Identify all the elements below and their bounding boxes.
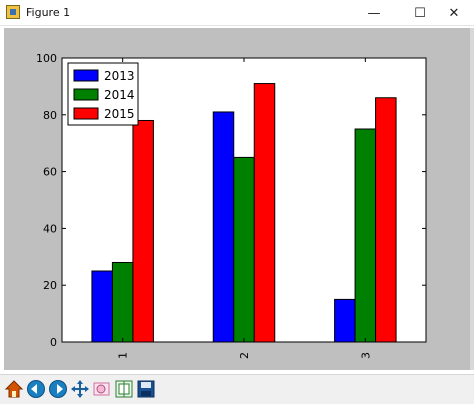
forward-button[interactable] bbox=[48, 379, 68, 399]
pan-button[interactable] bbox=[70, 379, 90, 399]
maximize-button[interactable]: ☐ bbox=[414, 5, 426, 21]
bar-2013-3 bbox=[334, 298, 356, 343]
navigation-toolbar bbox=[0, 374, 474, 404]
bar-2014-3 bbox=[354, 128, 377, 343]
home-icon bbox=[4, 380, 24, 398]
zoom-icon bbox=[93, 382, 110, 396]
subplots-icon bbox=[115, 380, 133, 398]
home-button[interactable] bbox=[4, 379, 24, 399]
zoom-button[interactable] bbox=[92, 379, 112, 399]
bar-2015-3 bbox=[375, 97, 397, 343]
xtick-label-3: 3 bbox=[359, 352, 372, 359]
bar-2013-1 bbox=[91, 270, 113, 343]
legend-swatch-2014 bbox=[73, 88, 99, 101]
subplots-button[interactable] bbox=[114, 379, 134, 399]
bar-2015-2 bbox=[253, 83, 276, 343]
window-title: Figure 1 bbox=[26, 6, 71, 19]
window-edge bbox=[470, 28, 474, 370]
ytick-label-0: 0 bbox=[50, 336, 57, 349]
figure-canvas: 0 20 40 60 80 100 1 2 3 2013 2014 2015 bbox=[4, 28, 470, 370]
legend-swatch-2015 bbox=[73, 107, 99, 120]
xtick-label-1: 1 bbox=[117, 352, 130, 359]
figure-app-icon bbox=[6, 5, 20, 19]
bar-2014-2 bbox=[233, 156, 255, 343]
bar-2015-1 bbox=[132, 119, 154, 343]
minimize-button[interactable]: — bbox=[367, 5, 381, 21]
bar-chart: 0 20 40 60 80 100 1 2 3 2013 2014 2015 bbox=[36, 52, 427, 359]
legend-label-2014: 2014 bbox=[104, 88, 135, 102]
back-icon bbox=[27, 380, 45, 398]
ytick-label-100: 100 bbox=[36, 52, 57, 65]
close-button[interactable]: ✕ bbox=[448, 5, 460, 21]
ytick-label-20: 20 bbox=[43, 279, 57, 292]
forward-icon bbox=[49, 380, 67, 398]
save-button[interactable] bbox=[136, 379, 156, 399]
ytick-label-40: 40 bbox=[43, 222, 57, 235]
window-titlebar: Figure 1 — ☐ ✕ bbox=[0, 0, 474, 26]
ytick-label-80: 80 bbox=[43, 109, 57, 122]
pan-icon bbox=[71, 380, 89, 398]
xtick-label-2: 2 bbox=[238, 352, 251, 359]
bar-2014-1 bbox=[111, 261, 134, 343]
legend-label-2015: 2015 bbox=[104, 107, 135, 121]
legend-label-2013: 2013 bbox=[104, 69, 135, 83]
legend-swatch-2013 bbox=[73, 69, 99, 82]
ytick-label-60: 60 bbox=[43, 166, 57, 179]
save-icon bbox=[137, 380, 155, 398]
back-button[interactable] bbox=[26, 379, 46, 399]
bar-2013-2 bbox=[212, 111, 235, 343]
